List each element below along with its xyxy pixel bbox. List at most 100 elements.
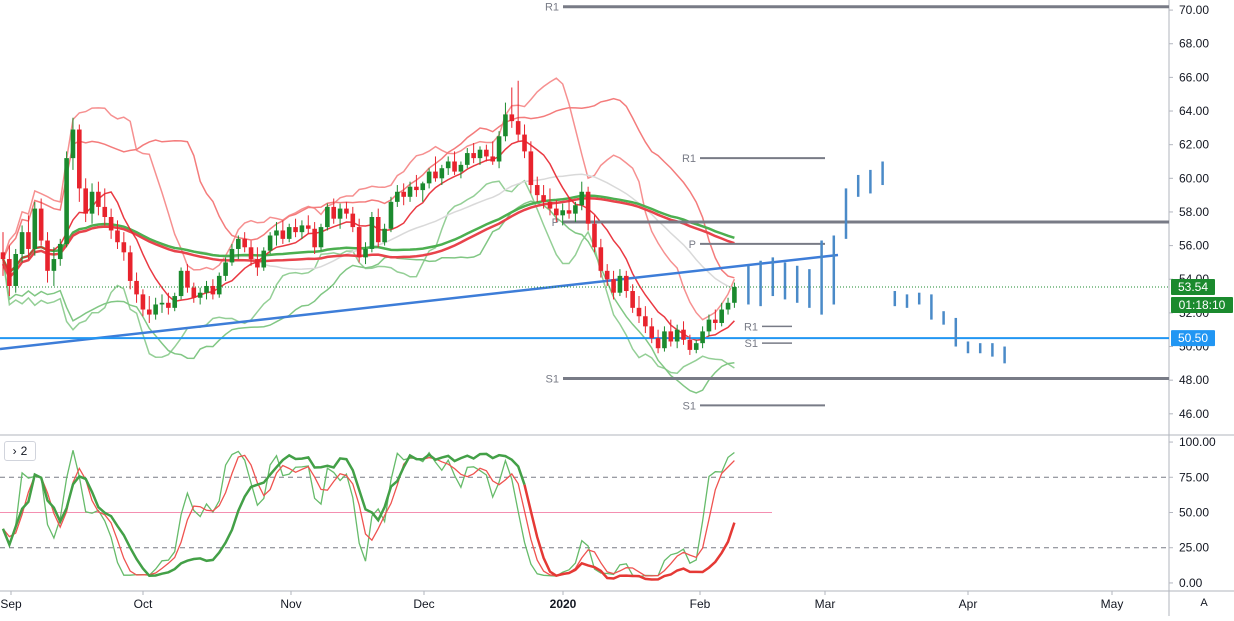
candle-body: [687, 339, 693, 350]
candle-body: [611, 279, 616, 293]
candle-body: [331, 206, 337, 219]
candle-body: [216, 275, 222, 295]
candle-body: [274, 230, 279, 236]
candle-body: [700, 331, 705, 344]
candlesticks: [0, 80, 737, 355]
candle-body: [496, 136, 502, 162]
osc-slow-line-red: [523, 484, 736, 581]
candle-body: [159, 302, 165, 305]
candle-body: [706, 319, 712, 332]
candle-body: [592, 223, 597, 248]
x-tick-label: May: [1101, 597, 1124, 611]
osc-slow-line-green: [1, 452, 526, 577]
candle-body: [191, 287, 197, 298]
trend-lines[interactable]: [0, 253, 1169, 351]
y-tick-label: 46.00: [1179, 407, 1209, 421]
candle-body: [375, 217, 381, 243]
candle-body: [490, 156, 496, 162]
trendline[interactable]: [0, 253, 839, 351]
candle-body: [248, 247, 254, 260]
candle-body: [210, 285, 216, 295]
candle-body: [725, 302, 731, 310]
last-price-label-bg: [1171, 278, 1215, 295]
monthly-s1-line-label: S1: [683, 400, 696, 412]
x-tick-label: Sep: [0, 597, 22, 611]
candle-body: [554, 208, 559, 216]
axes: Sep Oct Nov Dec 2020 Feb Mar Apr May 70.00 68.00 66…: [0, 3, 1216, 611]
candle-body: [655, 338, 661, 349]
candle-body: [70, 129, 76, 159]
osc-k-line: [2, 450, 735, 578]
candle-body: [325, 206, 330, 228]
candle-body: [388, 201, 394, 229]
y-tick-label: 62.00: [1179, 138, 1209, 152]
candle-body: [623, 275, 629, 292]
ma-mid-line: [1, 194, 735, 275]
candle-body: [356, 227, 362, 258]
weekly-s1-line-label: S1: [546, 373, 559, 385]
candle-body: [560, 210, 565, 216]
candle-body: [636, 307, 642, 317]
osc-tick-label: 25.00: [1179, 541, 1209, 555]
monthly-r1-line-label: R1: [682, 153, 696, 165]
candle-body: [426, 171, 432, 184]
ma-long-line: [1, 196, 735, 280]
candle-body: [134, 280, 139, 295]
candle-body: [51, 259, 57, 271]
last-price-label: 53.54: [1178, 280, 1208, 294]
indicator-pane-count: 2: [20, 444, 28, 458]
candle-body: [172, 296, 178, 308]
y-tick-label: 70.00: [1179, 3, 1209, 17]
candle-body: [64, 158, 69, 244]
candle-body: [643, 316, 648, 327]
candle-body: [127, 252, 133, 281]
candle-body: [7, 259, 12, 286]
candle-body: [579, 191, 585, 206]
price-labels: 53.54 01:18:10 50.50: [1171, 278, 1233, 347]
candle-body: [732, 286, 737, 303]
countdown-label: 01:18:10: [1179, 298, 1226, 312]
candle-body: [223, 262, 228, 276]
candle-body: [261, 250, 267, 268]
candle-body: [503, 114, 508, 137]
candle-body: [96, 191, 101, 207]
candle-body: [77, 129, 82, 189]
x-tick-label: Dec: [413, 597, 434, 611]
candle-body: [242, 238, 247, 248]
candle-body: [458, 164, 464, 172]
bb-lower-line: [2, 179, 735, 374]
candle-body: [166, 302, 171, 308]
candle-body: [407, 186, 413, 197]
candle-body: [452, 161, 457, 172]
candle-body: [89, 191, 95, 214]
candle-body: [32, 208, 38, 249]
candle-body: [693, 343, 699, 350]
candle-body: [515, 121, 521, 135]
support-value-label-bg: [1171, 330, 1215, 347]
candle-body: [204, 285, 209, 293]
candle-body: [255, 259, 260, 268]
auto-scale-button[interactable]: A: [1194, 594, 1214, 612]
osc-tick-label: 50.00: [1179, 506, 1209, 520]
candle-body: [305, 225, 311, 229]
candle-body: [395, 191, 400, 202]
x-tick-label: 2020: [550, 597, 577, 611]
candle-body: [363, 248, 368, 258]
y-tick-label: 66.00: [1179, 70, 1209, 84]
candle-body: [344, 208, 349, 214]
candle-body: [566, 210, 572, 214]
auto-scale-label: A: [1200, 597, 1208, 609]
candle-body: [286, 227, 292, 239]
candle-body: [464, 153, 470, 165]
candle-body: [26, 232, 31, 249]
x-tick-label: Nov: [280, 597, 301, 611]
countdown-label-bg: [1171, 296, 1233, 313]
candle-body: [674, 329, 680, 342]
candle-body: [401, 191, 406, 197]
candle-body: [299, 225, 305, 233]
candle-body: [57, 243, 63, 260]
indicator-pane-toggle[interactable]: › 2: [4, 441, 36, 461]
